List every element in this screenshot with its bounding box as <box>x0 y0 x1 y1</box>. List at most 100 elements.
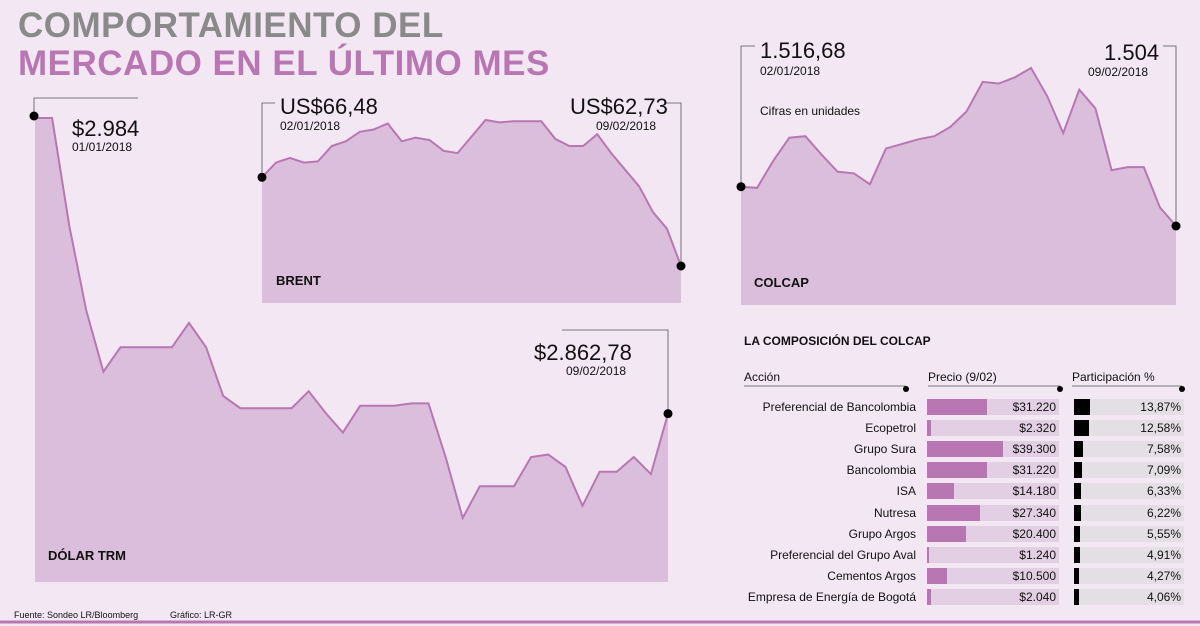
callout-connectors <box>0 45 1200 624</box>
colcap-label: COLCAP <box>754 275 809 290</box>
row-share-fill <box>1074 420 1089 437</box>
row-price-fill <box>927 567 948 584</box>
col-header-precio: Precio (9/02) <box>928 370 997 384</box>
row-share-bar: 13,87% <box>1074 399 1184 415</box>
row-price-bar: $2.040 <box>927 588 1059 605</box>
row-price-bar: $27.340 <box>927 504 1059 521</box>
dolar-end-leader <box>562 329 669 414</box>
row-price-value: $27.340 <box>1012 505 1056 520</box>
row-price-value: $31.220 <box>1012 463 1056 478</box>
row-price-fill <box>927 588 931 605</box>
row-share-fill <box>1074 441 1083 458</box>
colcap-start-leader <box>740 45 755 187</box>
colcap-area <box>741 68 1176 305</box>
colcap-note: Cifras en unidades <box>760 104 861 118</box>
dolar-end-date: 09/02/2018 <box>566 364 627 378</box>
brent-end-dot <box>676 261 686 271</box>
row-price-fill <box>927 399 988 415</box>
row-price-bar: $14.180 <box>927 483 1059 500</box>
colcap-end-dot <box>1171 221 1181 231</box>
row-share-fill <box>1074 588 1079 605</box>
series-line <box>35 117 669 521</box>
series-line <box>261 118 682 267</box>
header-rule-dot <box>1057 386 1063 392</box>
row-price-fill <box>927 483 955 500</box>
row-share-bar: 7,09% <box>1074 462 1184 479</box>
row-stock-name: Bancolombia <box>846 463 916 478</box>
row-price-fill <box>927 420 932 437</box>
row-share-bar: 4,06% <box>1074 588 1184 605</box>
brent-end-value: US$62,73 <box>570 94 668 119</box>
dolar-chart <box>35 117 669 582</box>
row-share-fill <box>1074 546 1080 563</box>
row-stock-name: Preferencial de Bancolombia <box>762 400 916 414</box>
row-share-bar: 4,91% <box>1074 546 1184 563</box>
row-share-value: 7,58% <box>1146 442 1181 457</box>
row-stock-name: Preferencial del Grupo Aval <box>770 547 916 562</box>
row-share-fill <box>1074 525 1081 542</box>
dolar-label: DÓLAR TRM <box>48 548 126 563</box>
row-stock-name: Empresa de Energía de Bogotá <box>747 589 916 604</box>
row-price-bar: $20.400 <box>927 525 1059 542</box>
col-header-participacion: Participación % <box>1072 370 1155 384</box>
composition-title: LA COMPOSICIÓN DEL COLCAP <box>744 334 931 348</box>
footer-graphic: Gráfico: LR-GR <box>170 610 233 620</box>
row-price-value: $10.500 <box>1012 568 1056 583</box>
brent-start-dot <box>257 172 267 182</box>
row-price-fill <box>927 462 988 479</box>
colcap-start-date: 02/01/2018 <box>760 64 821 78</box>
row-share-bar: 6,22% <box>1074 504 1184 521</box>
row-share-value: 13,87% <box>1140 400 1181 414</box>
row-price-value: $20.400 <box>1012 526 1056 541</box>
brent-start-value: US$66,48 <box>280 94 378 119</box>
header-rule-dot <box>1179 386 1185 392</box>
row-stock-name: ISA <box>896 484 916 499</box>
row-stock-name: Cementos Argos <box>827 568 916 583</box>
colcap-end-leader <box>1163 45 1177 226</box>
d-lar-trm-area <box>35 118 668 582</box>
row-price-value: $39.300 <box>1012 442 1056 457</box>
brent-end-date: 09/02/2018 <box>596 119 657 133</box>
row-price-value: $2.320 <box>1019 421 1056 436</box>
dolar-start-leader <box>33 97 138 116</box>
dolar-end-value: $2.862,78 <box>534 340 632 365</box>
row-price-value: $31.220 <box>1012 400 1056 414</box>
dolar-start-date: 01/01/2018 <box>72 140 133 154</box>
row-share-value: 4,91% <box>1146 547 1181 562</box>
row-share-bar: 6,33% <box>1074 483 1184 500</box>
dolar-start-value: $2.984 <box>72 116 140 141</box>
row-share-value: 6,33% <box>1146 484 1181 499</box>
brent-start-date: 02/01/2018 <box>280 119 341 133</box>
row-price-fill <box>927 441 1003 458</box>
brent-end-leader <box>664 102 682 266</box>
row-price-fill <box>927 504 980 521</box>
row-share-bar: 7,58% <box>1074 441 1184 458</box>
colcap-start-value: 1.516,68 <box>760 38 846 63</box>
page-title-line-1: COMPORTAMIENTO DEL <box>18 6 444 45</box>
brent-area <box>262 120 681 303</box>
row-stock-name: Grupo Argos <box>848 526 916 541</box>
brent-start-leader <box>261 102 275 178</box>
row-price-fill <box>927 546 930 563</box>
row-stock-name: Nutresa <box>873 505 916 520</box>
row-stock-name: Grupo Sura <box>853 442 916 457</box>
brent-chart <box>261 118 682 303</box>
dolar-start-dot <box>29 111 39 121</box>
colcap-start-dot <box>736 182 746 192</box>
row-price-value: $2.040 <box>1019 589 1056 604</box>
colcap-chart <box>740 66 1177 305</box>
header-rule-dot <box>903 386 909 392</box>
row-share-bar: 12,58% <box>1074 420 1184 437</box>
row-share-fill <box>1074 399 1090 415</box>
row-share-fill <box>1074 483 1082 500</box>
row-share-value: 12,58% <box>1140 421 1181 436</box>
row-share-value: 6,22% <box>1146 505 1181 520</box>
colcap-end-value: 1.504 <box>1104 40 1160 65</box>
row-share-fill <box>1074 462 1083 479</box>
row-price-bar: $31.220 <box>927 399 1059 415</box>
row-price-value: $14.180 <box>1012 484 1056 499</box>
row-share-value: 7,09% <box>1146 463 1181 478</box>
row-price-bar: $31.220 <box>927 462 1059 479</box>
row-stock-name: Ecopetrol <box>865 421 916 436</box>
